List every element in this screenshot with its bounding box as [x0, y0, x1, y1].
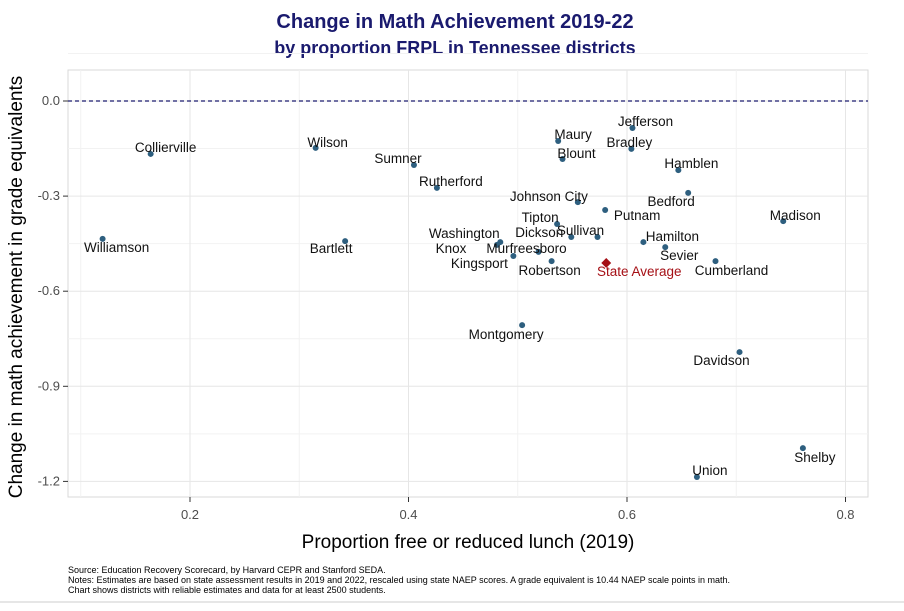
y-tick-label: -0.6	[38, 283, 60, 298]
point-rutherford	[433, 184, 440, 191]
point-collierville	[147, 150, 154, 157]
label-kingsport: Kingsport	[451, 256, 508, 271]
y-tick-label: -0.3	[38, 188, 60, 203]
point-sullivan	[594, 233, 601, 240]
point-state-average	[601, 258, 612, 268]
label-wilson: Wilson	[307, 135, 348, 150]
point-sumner	[410, 162, 417, 169]
label-knox: Knox	[436, 241, 467, 256]
x-tick-label: 0.2	[181, 507, 199, 522]
point-sevier	[662, 244, 669, 251]
label-maury: Maury	[554, 127, 592, 142]
point-putnam	[602, 207, 609, 214]
method-note: Notes: Estimates are based on state asse…	[68, 575, 730, 585]
point-williamson	[99, 235, 106, 242]
label-davidson: Davidson	[693, 353, 749, 368]
label-murfreesboro: Murfreesboro	[486, 241, 566, 256]
label-state-average: State Average	[597, 264, 682, 279]
label-putnam: Putnam	[614, 208, 661, 223]
label-bradley: Bradley	[606, 135, 652, 150]
x-tick-label: 0.4	[399, 507, 417, 522]
point-davidson	[736, 349, 743, 356]
label-sumner: Sumner	[374, 151, 422, 166]
y-axis-title: Change in math achievement in grade equi…	[6, 76, 27, 499]
point-dickson	[568, 233, 575, 240]
label-cumberland: Cumberland	[695, 263, 769, 278]
label-rutherford: Rutherford	[419, 174, 483, 189]
label-johnson-city: Johnson City	[510, 189, 588, 204]
point-jefferson	[629, 124, 636, 131]
label-sullivan: Sullivan	[557, 223, 604, 238]
label-hamilton: Hamilton	[646, 229, 699, 244]
point-montgomery	[519, 322, 526, 329]
point-hamilton	[640, 239, 647, 246]
point-union	[693, 473, 700, 480]
label-montgomery: Montgomery	[469, 327, 544, 342]
label-jefferson: Jefferson	[618, 114, 673, 129]
point-madison	[780, 218, 787, 225]
point-bartlett	[342, 238, 349, 245]
source-note: Source: Education Recovery Scorecard, by…	[68, 565, 386, 575]
label-collierville: Collierville	[135, 140, 197, 155]
plot-panel	[67, 69, 869, 498]
data-points: Collierville Williamson Wilson Bartlett Sumn…	[84, 114, 836, 480]
chart-title: Change in Math Achievement 2019-22	[276, 11, 633, 33]
label-robertson: Robertson	[518, 263, 580, 278]
point-johnson-city	[574, 199, 581, 206]
x-axis-title: Proportion free or reduced lunch (2019)	[302, 532, 635, 553]
point-tipton	[554, 220, 561, 227]
label-dickson: Dickson	[515, 225, 563, 240]
point-cumberland	[712, 258, 719, 265]
point-wilson	[312, 144, 319, 151]
label-union: Union	[692, 463, 727, 478]
x-tick-label: 0.6	[618, 507, 636, 522]
axes: 0.2 0.4 0.6 0.8 0.0 -0.3 -0.6 -0.9 -1.2	[38, 93, 855, 522]
point-robertson	[548, 258, 555, 265]
point-kingsport	[510, 253, 517, 260]
label-sevier: Sevier	[660, 248, 699, 263]
grid	[68, 52, 868, 497]
coverage-note: Chart shows districts with reliable esti…	[68, 585, 386, 595]
point-bedford	[685, 189, 692, 196]
point-knox	[493, 241, 500, 248]
label-tipton: Tipton	[522, 210, 559, 225]
point-hamblen	[675, 167, 682, 174]
y-tick-label: 0.0	[42, 93, 60, 108]
point-blount	[559, 156, 566, 163]
chart-subtitle: by proportion FRPL in Tennessee district…	[274, 38, 635, 58]
label-blount: Blount	[557, 146, 596, 161]
point-maury	[555, 137, 562, 144]
point-bradley	[628, 145, 635, 152]
x-tick-label: 0.8	[836, 507, 854, 522]
label-madison: Madison	[770, 208, 821, 223]
label-bartlett: Bartlett	[310, 241, 353, 256]
point-shelby	[799, 445, 806, 452]
label-hamblen: Hamblen	[664, 156, 718, 171]
label-washington: Washington	[429, 226, 500, 241]
label-bedford: Bedford	[648, 194, 695, 209]
label-shelby: Shelby	[794, 450, 836, 465]
y-tick-label: -1.2	[38, 473, 60, 488]
point-murfreesboro	[535, 248, 542, 255]
y-tick-label: -0.9	[38, 378, 60, 393]
label-williamson: Williamson	[84, 240, 149, 255]
